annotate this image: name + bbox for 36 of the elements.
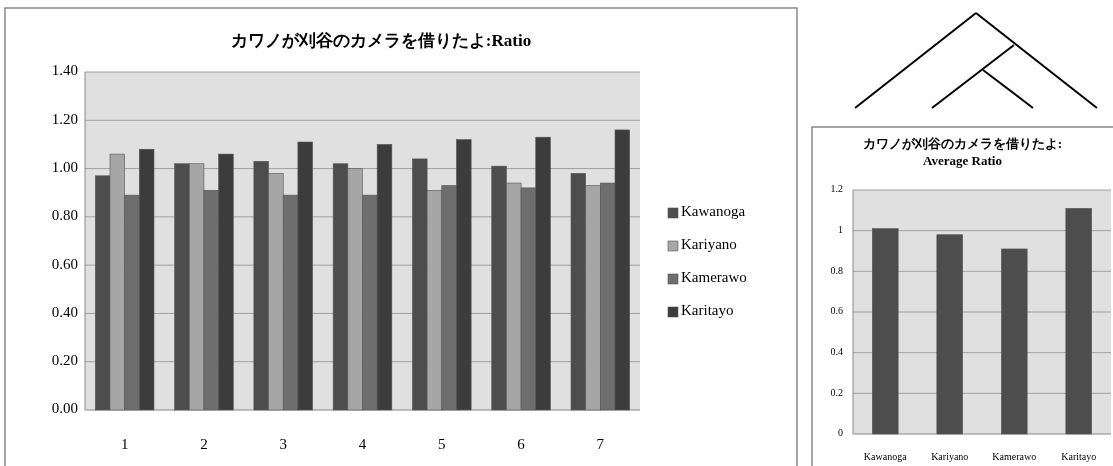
x-tick-label: 2 xyxy=(200,436,208,453)
y-tick-label: 0.4 xyxy=(830,345,843,357)
y-tick-label: 0.00 xyxy=(51,400,78,417)
legend-label: Kariyano xyxy=(681,236,737,253)
bar xyxy=(1001,248,1028,435)
x-tick-label: Kariyano xyxy=(931,451,969,463)
y-tick-label: 0.2 xyxy=(830,386,843,398)
x-tick-label: 7 xyxy=(596,436,605,453)
y-tick-label: 0.8 xyxy=(830,264,843,276)
chart-title: カワノが刈谷のカメラを借りたよ: Average Ratio xyxy=(862,135,1063,168)
bar xyxy=(872,228,899,435)
y-tick-label: 0.40 xyxy=(51,303,78,320)
y-tick-label: 0 xyxy=(838,427,843,439)
x-tick-label: 4 xyxy=(358,436,367,453)
x-tick-label: 1 xyxy=(120,436,129,453)
x-tick-label: 3 xyxy=(279,436,287,453)
y-tick-label: 1.2 xyxy=(830,183,843,195)
x-tick-label: 6 xyxy=(517,436,526,453)
y-tick-label: 1.20 xyxy=(51,110,78,127)
y-tick-label: 1.00 xyxy=(51,159,78,176)
bar xyxy=(1065,208,1092,435)
x-tick-label: Karitayo xyxy=(1061,451,1097,463)
x-tick-label: Kamerawo xyxy=(992,451,1037,463)
legend-label: Kawanoga xyxy=(681,203,746,220)
chart-title: カワノが刈谷のカメラを借りたよ:Ratio xyxy=(230,30,532,50)
y-tick-label: 0.60 xyxy=(51,255,78,272)
y-tick-label: 0.80 xyxy=(51,207,78,224)
y-tick-label: 1 xyxy=(838,223,843,235)
x-tick-label: Kawanoga xyxy=(863,451,908,463)
y-tick-label: 0.20 xyxy=(51,352,78,369)
y-tick-label: 0.6 xyxy=(830,305,843,317)
bar xyxy=(936,234,963,435)
x-tick-label: 5 xyxy=(438,436,446,453)
legend-label: Kamerawo xyxy=(681,269,747,286)
legend-label: Karitayo xyxy=(681,302,734,319)
y-tick-label: 1.40 xyxy=(51,62,78,79)
